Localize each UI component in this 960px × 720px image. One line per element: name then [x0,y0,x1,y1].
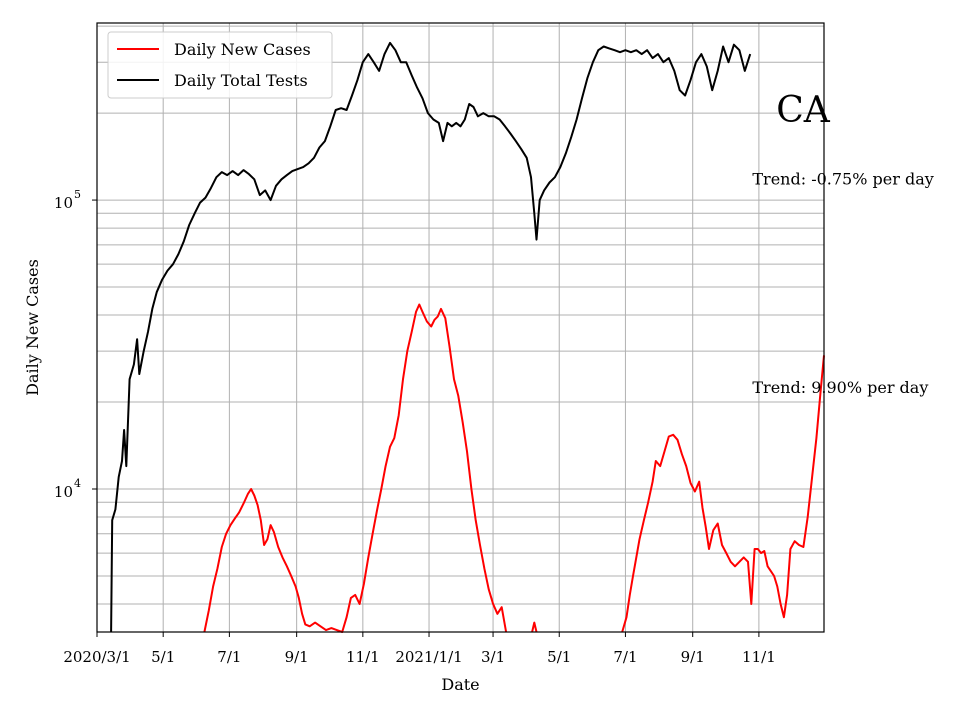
grid-lines [96,23,824,632]
x-axis-label: Date [441,675,479,694]
x-tick-label: 11/1 [742,648,776,666]
legend-label-tests: Daily Total Tests [174,71,308,90]
x-tick-label: 9/1 [285,648,309,666]
y-axis-label: Daily New Cases [23,259,42,396]
annotations: Trend: -0.75% per day Trend: 9.90% per d… [752,170,933,397]
series-line-daily-new-cases-2 [621,355,825,633]
x-tick-label: 2020/3/1 [63,648,130,666]
legend-label-cases: Daily New Cases [174,40,311,59]
x-tick-label: 11/1 [346,648,380,666]
x-tick-label: 9/1 [681,648,705,666]
y-tick-exponent: 4 [74,477,81,490]
y-tick-exponent: 5 [74,188,81,201]
series-line-daily-new-cases-0 [203,303,508,633]
trend-annotation-cases: Trend: 9.90% per day [752,378,928,397]
plot-area [110,41,825,633]
legend: Daily New Cases Daily Total Tests [107,31,333,99]
y-tick-label: 10 [54,483,73,501]
series-line-daily-new-cases-1 [531,621,538,633]
chart-title: CA [776,90,831,131]
x-tick-label: 5/1 [547,648,571,666]
x-tick-label: 2021/1/1 [395,648,462,666]
trend-annotation-tests: Trend: -0.75% per day [752,170,933,189]
x-tick-label: 5/1 [151,648,175,666]
x-tick-label: 7/1 [217,648,241,666]
y-tick-label: 10 [54,194,73,212]
x-tick-label: 3/1 [481,648,505,666]
plot-frame [96,22,825,633]
series-line-daily-total-tests-0 [110,41,752,633]
x-tick-label: 7/1 [613,648,637,666]
x-axis-ticks: 2020/3/1 5/1 7/1 9/1 11/1 2021/1/1 3/1 5/1 7/1 9/… [63,632,776,666]
legend-box [107,31,333,99]
